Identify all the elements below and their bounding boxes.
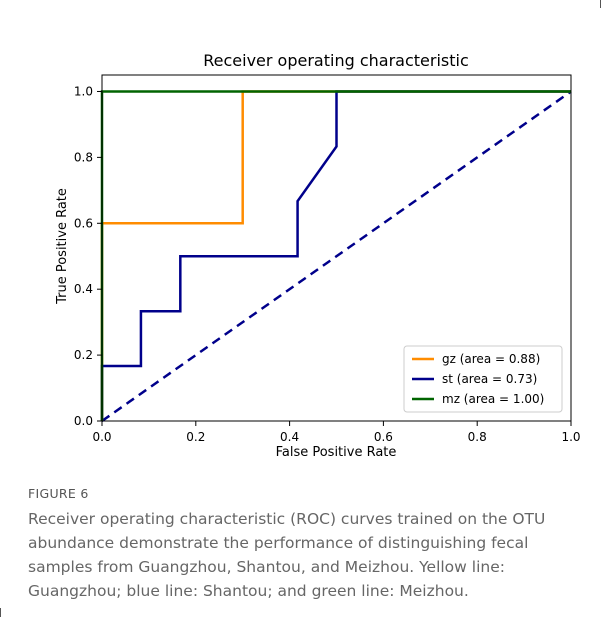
figure-left-rule	[0, 608, 1, 617]
series-line-st	[100, 90, 571, 421]
x-axis-label: False Positive Rate	[276, 445, 397, 460]
x-tick-label: 0.2	[186, 430, 205, 444]
plot-frame	[101, 74, 572, 422]
x-tick-label: 1.0	[561, 430, 580, 444]
figure-caption: Receiver operating characteristic (ROC) …	[28, 510, 546, 600]
x-tick-label: 0.0	[92, 430, 111, 444]
legend-label: mz (area = 1.00)	[442, 392, 544, 406]
y-tick-label: 0.6	[74, 216, 93, 230]
chart-title: Receiver operating characteristic	[203, 51, 469, 70]
y-tick-label: 0.0	[74, 414, 93, 428]
y-tick-label: 0.8	[74, 150, 93, 164]
y-tick-label: 0.2	[74, 348, 93, 362]
figure-frame-top	[0, 0, 601, 8]
figure-label: FIGURE 6	[28, 486, 89, 501]
plot-area: 0.0 0.2 0.4 0.6 0.8 1.0 0.0 0.2 0.4 0.6 0.8 1.0 gz (…	[74, 74, 581, 444]
y-tick-label: 0.4	[74, 282, 93, 296]
diagonal-reference-line	[101, 90, 572, 423]
legend-label: gz (area = 0.88)	[442, 352, 540, 366]
x-tick-label: 0.6	[374, 430, 393, 444]
y-tick-label: 1.0	[74, 84, 93, 98]
x-tick-label: 0.8	[468, 430, 487, 444]
y-axis-label: True Positive Rate	[55, 188, 70, 305]
legend-box	[403, 345, 563, 413]
x-tick-label: 0.4	[280, 430, 299, 444]
roc-chart: Receiver operating characteristic 0.0 0.2…	[55, 51, 581, 460]
legend-label: st (area = 0.73)	[442, 372, 537, 386]
